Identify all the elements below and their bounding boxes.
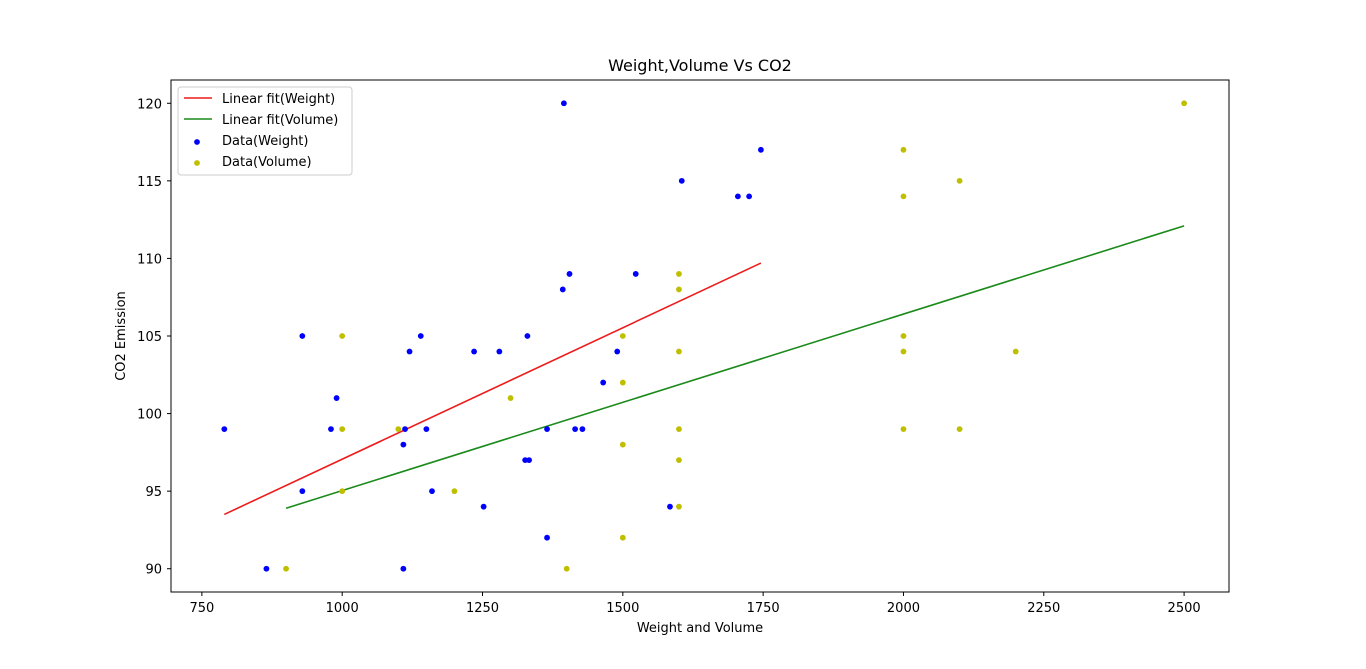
data-point-volume <box>676 426 682 432</box>
data-point-volume <box>283 565 289 572</box>
data-point-volume <box>619 379 626 386</box>
data-point-volume <box>1012 348 1019 355</box>
data-point-volume <box>900 193 907 200</box>
data-point-weight <box>526 457 532 464</box>
x-tick-label: 2250 <box>1027 601 1060 616</box>
data-point-weight <box>480 503 487 510</box>
data-point-volume <box>395 426 402 432</box>
data-point-weight <box>524 333 531 339</box>
data-point-weight <box>299 333 306 339</box>
data-point-weight <box>406 348 413 355</box>
data-point-weight <box>417 333 424 339</box>
data-point-volume <box>339 426 346 432</box>
y-tick-label: 90 <box>145 563 162 578</box>
x-tick-label: 750 <box>189 601 214 616</box>
data-point-weight <box>400 565 407 572</box>
legend-box <box>177 86 353 176</box>
data-point-volume <box>956 426 963 432</box>
data-point-volume <box>507 395 514 401</box>
data-point-volume <box>619 333 626 339</box>
legend-marker-swatch <box>194 139 200 145</box>
data-point-volume <box>676 457 682 464</box>
data-point-weight <box>544 426 550 432</box>
data-point-volume <box>900 333 907 339</box>
data-point-weight <box>496 348 503 355</box>
legend: Linear fit(Weight) Linear fit(Volume) Data… <box>177 86 353 176</box>
data-point-weight <box>400 441 407 448</box>
data-point-weight <box>221 426 228 432</box>
x-tick-label: 1750 <box>747 601 780 616</box>
x-tick-label: 1500 <box>606 601 639 616</box>
y-tick-label: 120 <box>137 97 162 112</box>
data-point-weight <box>423 426 430 432</box>
y-tick-label: 105 <box>137 330 162 345</box>
data-point-weight <box>559 286 566 293</box>
data-point-volume <box>676 503 682 510</box>
data-point-weight <box>757 146 764 153</box>
data-point-weight <box>299 488 306 495</box>
x-tick-label: 2500 <box>1168 601 1201 616</box>
data-point-weight <box>667 503 673 510</box>
data-point-weight <box>734 193 741 200</box>
x-axis-label: Weight and Volume <box>637 621 763 636</box>
data-point-weight <box>579 426 586 432</box>
data-point-volume <box>339 333 346 339</box>
data-point-volume <box>956 177 963 184</box>
y-axis-label: CO2 Emission <box>114 291 129 381</box>
data-point-volume <box>563 565 570 572</box>
y-axis-ticks: 90 95 100 105 110 115 120 <box>137 97 171 578</box>
data-point-weight <box>600 379 607 386</box>
data-point-weight <box>566 271 573 277</box>
data-point-weight <box>614 348 621 355</box>
fit-line-weight <box>223 262 762 516</box>
data-point-weight <box>263 565 270 572</box>
x-tick-label: 1000 <box>326 601 359 616</box>
chart-title: Weight,Volume Vs CO2 <box>608 56 792 75</box>
data-point-weight <box>560 100 567 107</box>
data-point-weight <box>471 348 477 355</box>
data-point-weight <box>328 426 334 432</box>
x-axis-ticks: 750 1000 1250 1500 1750 2000 2250 2500 <box>189 592 1201 616</box>
y-tick-label: 115 <box>137 175 162 190</box>
y-tick-label: 100 <box>137 408 162 423</box>
data-point-volume <box>676 348 682 355</box>
data-point-volume <box>900 348 907 355</box>
x-tick-label: 1250 <box>466 601 499 616</box>
data-point-weight <box>333 395 340 401</box>
legend-label: Linear fit(Volume) <box>222 113 338 128</box>
legend-label: Linear fit(Weight) <box>222 92 335 107</box>
y-tick-label: 95 <box>145 485 162 500</box>
legend-marker-swatch <box>194 160 200 166</box>
legend-label: Data(Weight) <box>222 134 308 149</box>
x-tick-label: 2000 <box>887 601 920 616</box>
plot-area <box>221 100 1187 572</box>
y-tick-label: 110 <box>137 252 162 267</box>
data-point-volume <box>676 286 682 293</box>
legend-label: Data(Volume) <box>222 155 312 170</box>
data-point-volume <box>900 146 907 153</box>
data-point-weight <box>544 534 550 541</box>
axes-frame <box>170 79 1230 593</box>
data-point-volume <box>676 271 682 277</box>
data-point-volume <box>451 488 458 495</box>
data-point-weight <box>429 488 435 495</box>
data-point-volume <box>900 426 907 432</box>
data-point-volume <box>339 488 346 495</box>
data-point-weight <box>746 193 753 200</box>
fit-line-volume <box>285 225 1185 509</box>
data-point-volume <box>619 534 626 541</box>
data-point-weight <box>402 426 408 432</box>
data-point-weight <box>572 426 579 432</box>
data-point-volume <box>619 441 626 448</box>
data-point-volume <box>1181 100 1187 107</box>
data-point-weight <box>678 177 685 184</box>
data-point-weight <box>632 271 639 277</box>
